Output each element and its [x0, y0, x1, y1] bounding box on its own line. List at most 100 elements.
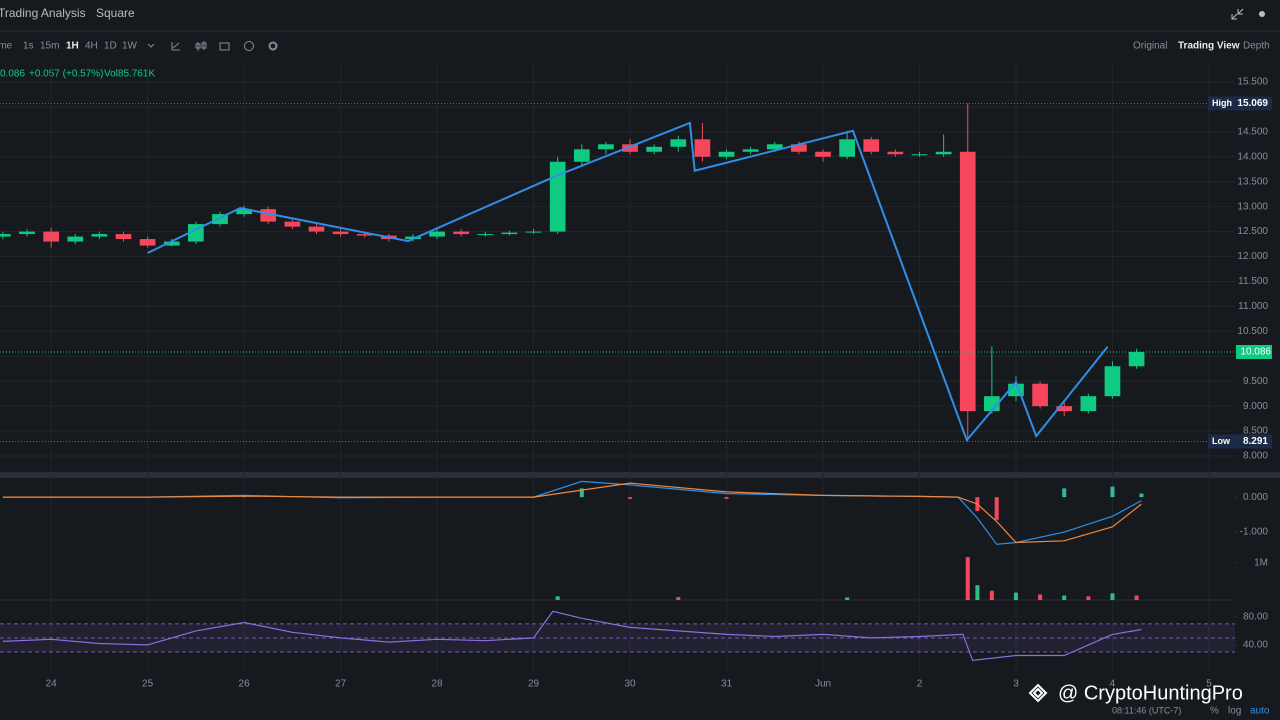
x-tick-label: 5	[1206, 679, 1212, 690]
view-option[interactable]: Original	[1133, 41, 1167, 52]
more-icon[interactable]	[1259, 11, 1265, 17]
view-option-active[interactable]: Trading View	[1178, 41, 1240, 52]
candle-body	[911, 154, 928, 156]
interval[interactable]: 15m	[40, 41, 59, 52]
y-tick-label: 9.500	[1243, 376, 1268, 387]
y-tick-label: 1M	[1254, 558, 1268, 569]
candle-body	[308, 226, 325, 232]
candle-body	[935, 151, 952, 155]
x-tick-label: 3	[1013, 679, 1019, 690]
x-tick-label: 4	[1110, 679, 1116, 690]
volume-bar	[845, 597, 850, 600]
candle-body	[525, 231, 542, 233]
y-tick-label: 40.00	[1243, 640, 1268, 651]
price-box	[1208, 434, 1272, 449]
candle-body	[284, 221, 301, 227]
histogram-bar	[579, 488, 584, 498]
candle-body	[959, 151, 976, 412]
x-tick-label: 30	[624, 679, 636, 690]
candle-body	[815, 151, 831, 157]
interval[interactable]: 1D	[104, 41, 117, 52]
volume-bar	[1086, 596, 1091, 600]
x-tick-label: 31	[721, 679, 733, 690]
candle-body	[236, 209, 252, 215]
chart-type-icon[interactable]	[195, 41, 207, 51]
y-tick-label: 14.000	[1237, 151, 1268, 162]
y-tick-label: 8.000	[1243, 451, 1268, 462]
last-price-label: 10.086	[1240, 347, 1271, 358]
candle-body	[405, 236, 421, 240]
interval[interactable]: 4H	[85, 41, 98, 52]
price-value: 15.069	[1237, 98, 1268, 109]
histogram-bar	[1139, 493, 1144, 498]
volume-bar	[676, 597, 681, 600]
interval[interactable]: ime	[0, 41, 13, 52]
info-change: +0.057 (+0.57%)	[29, 69, 104, 80]
series-line	[2, 610, 1142, 662]
tab[interactable]: Trading Analysis	[0, 6, 86, 20]
histogram-bar	[724, 497, 729, 499]
candle-body	[791, 144, 807, 152]
candle-body	[356, 234, 373, 236]
info-volume: Vol85.761K	[104, 69, 155, 80]
x-tick-label: 24	[46, 679, 58, 690]
x-tick-label: Jun	[815, 679, 831, 690]
percent-toggle[interactable]: %	[1210, 706, 1219, 717]
interval-active[interactable]: 1H	[66, 41, 79, 52]
auto-toggle[interactable]: auto	[1250, 706, 1270, 717]
settings-icon[interactable]	[268, 41, 278, 51]
candle-body	[453, 231, 470, 235]
candle-body	[694, 139, 711, 157]
indicator-icon[interactable]	[171, 42, 180, 51]
y-tick-label: 12.500	[1237, 226, 1268, 237]
candle-body	[670, 139, 687, 147]
candle-body	[43, 231, 59, 242]
x-tick-label: 27	[335, 679, 347, 690]
y-tick-label: -1.000	[1240, 527, 1269, 538]
candle-body	[0, 234, 11, 237]
volume-bar	[1062, 595, 1067, 600]
camera-icon[interactable]	[219, 42, 230, 51]
y-tick-label: 12.000	[1237, 251, 1268, 262]
candle-body	[863, 139, 880, 152]
interval[interactable]: 1W	[122, 41, 138, 52]
fullscreen-icon[interactable]	[1231, 8, 1244, 20]
zigzag-line	[147, 121, 1109, 443]
candle-body	[839, 139, 855, 157]
candle-body	[742, 149, 759, 152]
candle-body	[91, 234, 108, 237]
x-tick-label: 29	[528, 679, 540, 690]
histogram-bar	[242, 496, 247, 498]
y-tick-label: 10.500	[1237, 326, 1268, 337]
clock: 08:11:46 (UTC-7)	[1112, 705, 1181, 715]
panel-divider	[0, 472, 1280, 478]
tab[interactable]: Square	[96, 6, 135, 20]
volume-bar	[975, 585, 980, 600]
candle-body	[115, 234, 132, 240]
candle-body	[1104, 366, 1121, 397]
y-tick-label: 13.000	[1237, 201, 1268, 212]
log-toggle[interactable]: log	[1228, 706, 1241, 717]
dropdown-icon[interactable]	[147, 43, 155, 48]
candle-body	[477, 234, 494, 236]
x-tick-label: 25	[142, 679, 154, 690]
candle-body	[139, 239, 156, 246]
candle-body	[1080, 396, 1097, 412]
volume-bar	[989, 590, 994, 600]
add-icon[interactable]	[244, 41, 254, 51]
view-option[interactable]: Depth	[1243, 41, 1270, 52]
x-tick-label: 26	[239, 679, 251, 690]
candle-body	[332, 231, 349, 235]
candle-body	[766, 144, 783, 150]
interval[interactable]: 1s	[23, 41, 34, 52]
candle-body	[501, 232, 518, 235]
y-tick-label: 0.000	[1243, 492, 1268, 503]
y-tick-label: 14.500	[1237, 126, 1268, 137]
price-box	[1208, 96, 1272, 111]
candle-body	[163, 241, 180, 246]
x-tick-label: 28	[432, 679, 444, 690]
volume-bar	[1134, 595, 1139, 600]
candle-body	[429, 231, 445, 237]
